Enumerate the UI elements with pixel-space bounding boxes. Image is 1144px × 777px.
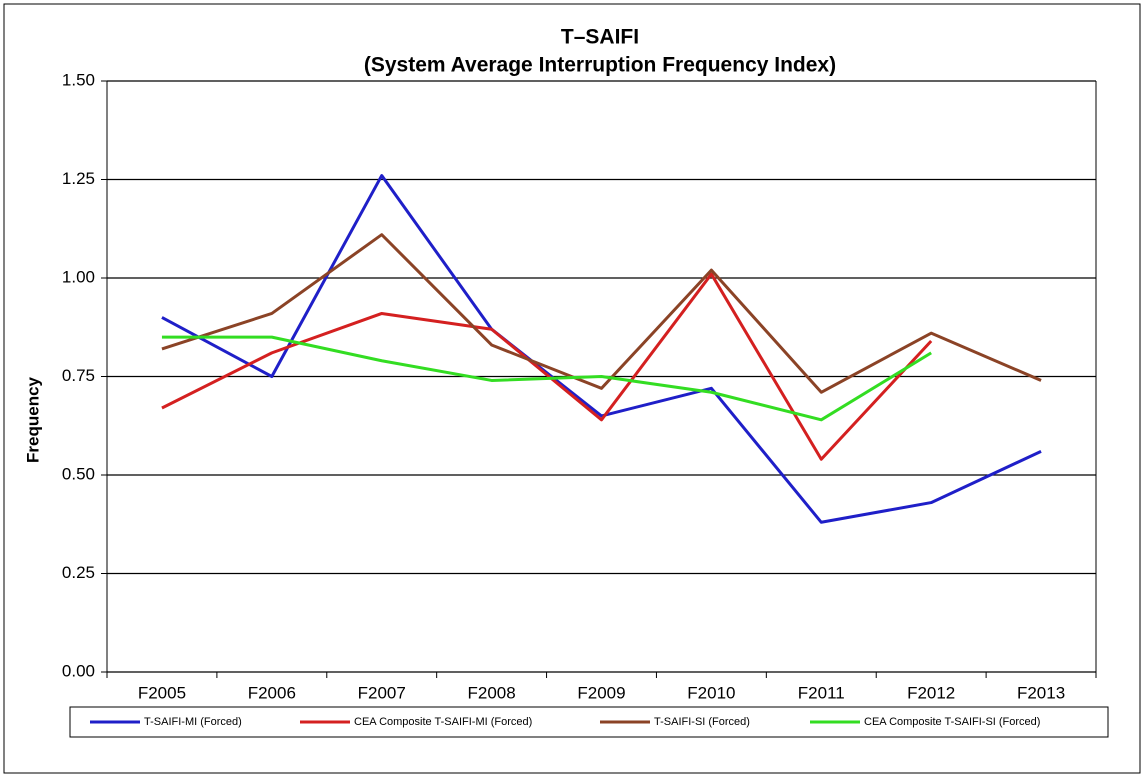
legend-label: T-SAIFI-MI (Forced)	[144, 716, 242, 728]
y-axis-label: Frequency	[23, 376, 42, 463]
y-tick-label: 1.00	[62, 267, 95, 286]
x-tick-label: F2013	[1017, 683, 1065, 702]
y-tick-label: 0.75	[62, 366, 95, 385]
y-tick-label: 1.25	[62, 169, 95, 188]
y-tick-label: 1.50	[62, 70, 95, 89]
legend-label: T-SAIFI-SI (Forced)	[654, 716, 750, 728]
x-tick-label: F2012	[907, 683, 955, 702]
y-tick-label: 0.00	[62, 661, 95, 680]
legend-box	[69, 706, 1109, 738]
series-line	[161, 272, 933, 461]
x-tick-label: F2006	[248, 683, 296, 702]
y-tick-label: 0.50	[62, 464, 95, 483]
x-tick-label: F2010	[687, 683, 735, 702]
series-line	[161, 174, 1042, 524]
series-line	[161, 335, 932, 422]
series-line	[161, 233, 1042, 394]
y-tick-label: 0.25	[62, 563, 95, 582]
x-tick-label: F2008	[468, 683, 516, 702]
x-tick-label: F2005	[138, 683, 186, 702]
legend-label: CEA Composite T-SAIFI-SI (Forced)	[864, 716, 1040, 728]
chart-subtitle: (System Average Interruption Frequency I…	[364, 54, 836, 77]
x-tick-label: F2009	[577, 683, 625, 702]
chart-frame	[3, 3, 1141, 774]
chart-title: T–SAIFI	[561, 26, 639, 49]
x-tick-label: F2007	[358, 683, 406, 702]
x-tick-label: F2011	[798, 683, 845, 702]
legend-label: CEA Composite T-SAIFI-MI (Forced)	[354, 716, 532, 728]
